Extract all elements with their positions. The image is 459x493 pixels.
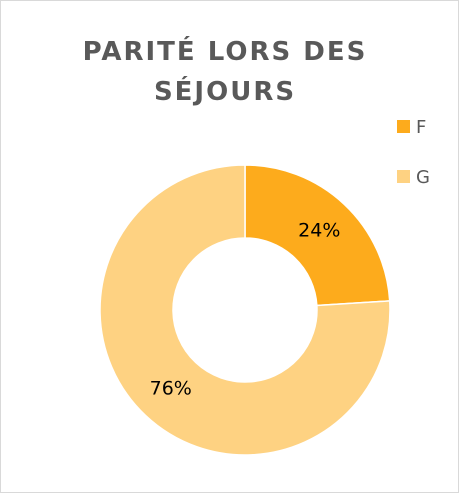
donut-slice — [244, 164, 391, 307]
legend-swatch — [397, 120, 410, 133]
legend-swatch — [397, 170, 410, 183]
chart-title: PARITÉ LORS DES SÉJOURS — [82, 37, 368, 107]
legend-label: G — [416, 167, 430, 188]
data-label: 76% — [150, 378, 192, 400]
data-label: 24% — [298, 219, 340, 241]
legend-label: F — [416, 117, 426, 138]
donut-slice — [99, 164, 391, 456]
